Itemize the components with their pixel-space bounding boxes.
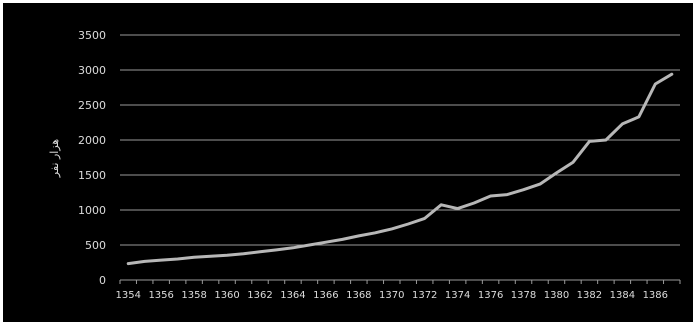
x-tick-label: 1364 — [280, 290, 305, 301]
y-tick-label: 3500 — [78, 29, 106, 42]
y-tick-label: 2000 — [78, 134, 106, 147]
y-axis-label: هزار نفر — [48, 139, 61, 179]
gridlines — [120, 34, 680, 246]
x-axis-tick-labels: 1354 1356 1358 1360 1362 1364 1366 1368 1370 1372… — [116, 290, 669, 301]
x-tick-label: 1372 — [412, 290, 437, 301]
axes — [119, 279, 681, 284]
y-tick-label: 1500 — [78, 169, 106, 182]
x-tick-label: 1368 — [346, 290, 371, 301]
y-axis-tick-labels: 0 500 1000 1500 2000 2500 3000 3500 — [78, 29, 106, 287]
x-tick-label: 1380 — [544, 290, 569, 301]
x-tick-label: 1384 — [610, 290, 635, 301]
x-tick-label: 1378 — [511, 290, 536, 301]
x-tick-label: 1362 — [247, 290, 272, 301]
y-tick-label: 3000 — [78, 64, 106, 77]
x-tick-label: 1358 — [181, 290, 206, 301]
x-tick-label: 1356 — [148, 290, 173, 301]
x-tick-label: 1370 — [379, 290, 404, 301]
y-tick-label: 0 — [99, 274, 106, 287]
x-tick-label: 1386 — [643, 290, 668, 301]
y-tick-label: 1000 — [78, 204, 106, 217]
chart-background — [3, 3, 693, 322]
series-line — [126, 72, 674, 266]
x-tick-label: 1366 — [313, 290, 338, 301]
x-tick-label: 1376 — [478, 290, 503, 301]
x-tick-label: 1354 — [116, 290, 141, 301]
x-tick-label: 1382 — [577, 290, 602, 301]
y-tick-label: 2500 — [78, 99, 106, 112]
x-tick-label: 1360 — [214, 290, 239, 301]
x-tick-label: 1374 — [445, 290, 470, 301]
series-layer — [126, 72, 674, 266]
y-tick-label: 500 — [85, 239, 106, 252]
